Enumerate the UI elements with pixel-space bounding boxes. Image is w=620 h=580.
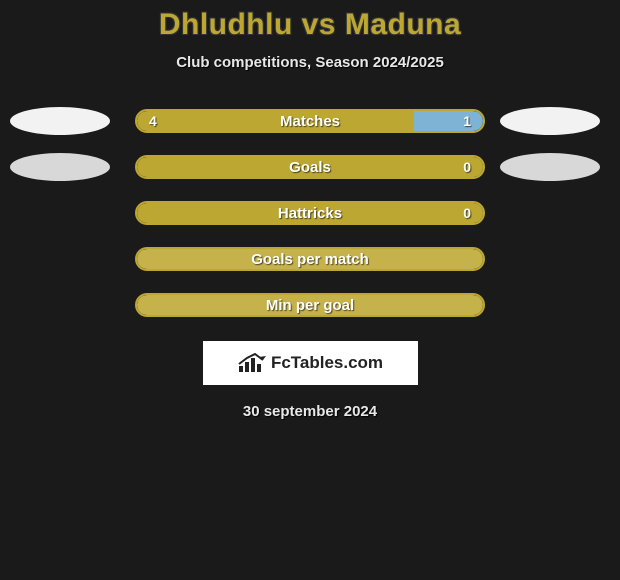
stat-row: Matches4 1 — [0, 109, 620, 133]
stat-value-left: 4 — [149, 111, 157, 131]
stat-value-right: 1 — [463, 111, 471, 131]
stat-bar: Hattricks0 — [135, 201, 485, 225]
stat-row: Hattricks0 — [0, 201, 620, 225]
stat-label: Goals — [137, 157, 483, 177]
player-oval-right — [500, 107, 600, 135]
player-oval-right — [500, 153, 600, 181]
stat-row: Goals0 — [0, 155, 620, 179]
stat-bar: Goals per match — [135, 247, 485, 271]
player-oval-left — [10, 153, 110, 181]
player-oval-left — [10, 107, 110, 135]
stat-row: Goals per match — [0, 247, 620, 271]
stat-value-right: 0 — [463, 157, 471, 177]
stat-bar: Min per goal — [135, 293, 485, 317]
logo-text: FcTables.com — [271, 353, 383, 373]
stat-bar: Goals0 — [135, 155, 485, 179]
subtitle: Club competitions, Season 2024/2025 — [0, 54, 620, 71]
logo-box: FcTables.com — [203, 341, 418, 385]
stat-rows: Matches41Goals0Hattricks0Goals per match… — [0, 109, 620, 317]
page-title: Dhludhlu vs Maduna — [0, 8, 620, 42]
stat-bar: Matches4 1 — [135, 109, 485, 133]
stat-label: Min per goal — [137, 295, 483, 315]
comparison-infographic: Dhludhlu vs Maduna Club competitions, Se… — [0, 0, 620, 420]
stat-value-right: 0 — [463, 203, 471, 223]
chart-up-icon — [237, 352, 267, 374]
stat-label: Matches — [137, 111, 483, 131]
stat-label: Goals per match — [137, 249, 483, 269]
date-text: 30 september 2024 — [0, 403, 620, 420]
stat-row: Min per goal — [0, 293, 620, 317]
stat-label: Hattricks — [137, 203, 483, 223]
